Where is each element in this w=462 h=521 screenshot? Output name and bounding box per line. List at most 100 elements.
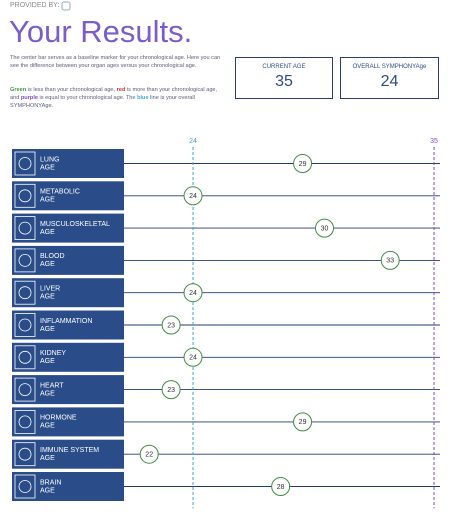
category-label: AGE (40, 390, 55, 397)
category-label: AGE (40, 294, 55, 301)
legend-segment: line is your overall SYMPHONYAge. (10, 95, 195, 109)
category-label: BLOOD (40, 253, 65, 260)
category-box (12, 375, 124, 405)
age-label: 23 (167, 322, 175, 329)
category-box (12, 342, 124, 372)
category-label: HEART (40, 382, 64, 389)
category-box (12, 213, 124, 243)
icon-glyph (18, 286, 32, 300)
category-icon (14, 280, 36, 305)
icon-glyph (18, 221, 32, 235)
category-box (12, 149, 124, 178)
category-label: LUNG (40, 156, 59, 163)
provided-by: PROVIDED BY: (10, 2, 60, 9)
age-label: 28 (277, 484, 285, 491)
category-label: AGE (40, 197, 55, 204)
category-label: AGE (40, 229, 55, 236)
card-value: 35 (275, 73, 293, 90)
age-marker (183, 186, 203, 206)
icon-glyph (18, 480, 32, 493)
category-label: AGE (40, 261, 55, 268)
legend-text: Green is less than your chronological ag… (10, 86, 225, 110)
reference-label: 24 (189, 138, 197, 145)
category-box (12, 310, 124, 340)
icon-glyph (18, 157, 32, 170)
card-label: OVERALL SYMPHONYAge (352, 64, 427, 70)
legend-segment: is equal to your chronological age. The (37, 95, 138, 101)
category-label: AGE (40, 487, 55, 494)
category-icon (14, 409, 36, 434)
age-marker (380, 250, 400, 270)
title: Your Results. (9, 14, 193, 49)
legend-segment: purple (20, 95, 38, 101)
category-label: AGE (40, 326, 55, 333)
age-marker (183, 347, 203, 367)
age-marker (139, 444, 159, 464)
category-icon (14, 248, 36, 273)
category-label: BRAIN (40, 479, 61, 486)
age-label: 23 (167, 387, 175, 394)
age-marker (161, 315, 181, 335)
category-icon (14, 474, 36, 499)
category-label: MUSCULOSKELETAL (40, 221, 110, 228)
age-marker (161, 380, 181, 400)
card: CURRENT AGE 35 (235, 57, 333, 99)
age-label: 22 (145, 452, 153, 459)
card-label: CURRENT AGE (262, 64, 306, 70)
category-box (12, 181, 124, 211)
category-label: LIVER (40, 286, 60, 293)
category-icon (14, 442, 36, 467)
description: The center bar serves as a baseline mark… (10, 55, 221, 69)
icon-glyph (18, 383, 32, 397)
category-box (12, 245, 124, 275)
logo (61, 1, 71, 11)
category-label: AGE (40, 358, 55, 365)
legend-segment: red (116, 87, 126, 93)
age-marker (293, 154, 313, 173)
category-label: AGE (40, 455, 55, 462)
age-label: 30 (321, 225, 329, 232)
legend-segment: blue (137, 95, 149, 101)
age-marker (271, 477, 291, 496)
category-icon (14, 377, 36, 402)
category-label: AGE (40, 164, 55, 171)
age-marker (293, 412, 313, 432)
category-label: METABOLIC (40, 189, 80, 196)
category-label: AGE (40, 423, 55, 430)
legend-segment: is more than your chronological age, and (10, 87, 218, 101)
reference-label: 35 (430, 138, 438, 145)
category-icon (14, 151, 36, 176)
age-label: 29 (299, 161, 307, 168)
age-label: 24 (189, 290, 197, 297)
icon-glyph (18, 415, 32, 429)
age-marker (314, 218, 334, 238)
age-label: 33 (386, 258, 394, 265)
legend-segment: is less than your chronological age, (26, 87, 117, 93)
category-box (12, 472, 124, 501)
category-icon (14, 216, 36, 241)
category-icon (14, 183, 36, 208)
age-label: 29 (299, 419, 307, 426)
card: OVERALL SYMPHONYAge 24 (340, 57, 439, 99)
category-box (12, 278, 124, 308)
icon-glyph (18, 350, 32, 364)
icon-glyph (18, 318, 32, 332)
category-icon (14, 345, 36, 370)
icon-glyph (18, 253, 32, 267)
age-marker (183, 283, 203, 303)
category-label: INFLAMMATION (40, 318, 92, 325)
age-label: 24 (189, 193, 197, 200)
category-label: IMMUNE SYSTEM (40, 447, 99, 454)
category-icon (14, 313, 36, 337)
category-box (12, 407, 124, 437)
icon-glyph (18, 447, 32, 461)
category-label: HORMONE (40, 415, 77, 422)
category-label: KIDNEY (40, 350, 66, 357)
age-label: 24 (189, 355, 197, 362)
icon-glyph (18, 189, 32, 203)
legend-segment: Green (10, 87, 27, 93)
card-value: 24 (380, 73, 399, 90)
category-box (12, 439, 124, 469)
